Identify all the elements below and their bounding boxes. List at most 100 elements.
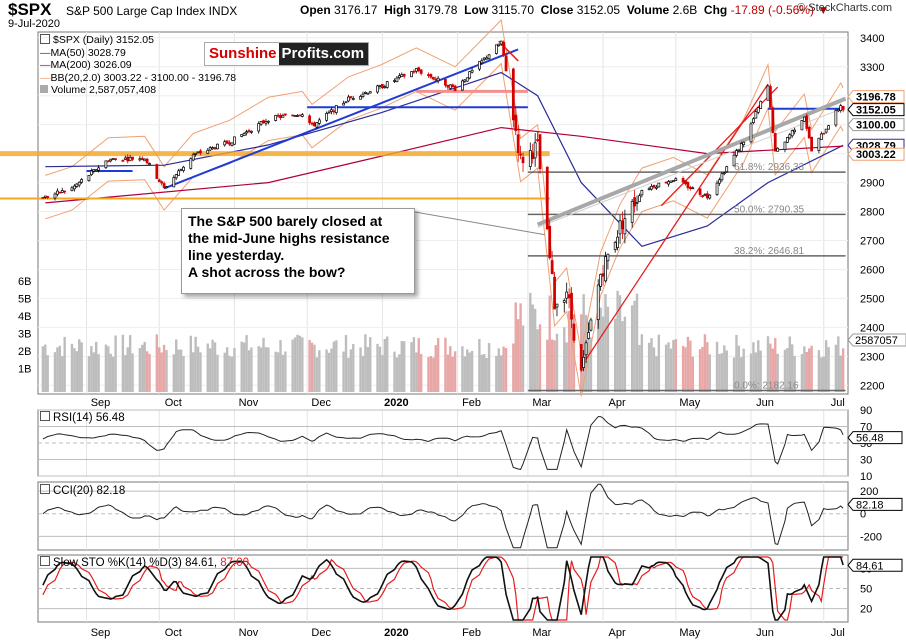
candle-body (633, 197, 636, 207)
cci-title: CCI(20) 82.18 (40, 484, 125, 497)
volume-bar (158, 347, 161, 392)
volume-bar (366, 347, 370, 392)
legend-price: $SPX (Daily) 3152.05 (40, 34, 236, 47)
volume-bar (822, 356, 825, 392)
volume-bar (87, 356, 91, 392)
candle-body (708, 194, 712, 199)
candle-body (453, 85, 457, 91)
candle-body (349, 96, 353, 98)
candle-body (274, 115, 278, 121)
cci-tick-label: -200 (860, 531, 882, 543)
candle-body (686, 182, 690, 189)
candle-body (640, 190, 644, 196)
candle-body (160, 181, 164, 184)
low-value: 3115.70 (491, 3, 535, 17)
gray-channel-line-2 (537, 106, 846, 228)
candle-body (140, 157, 144, 161)
candle-body (589, 319, 593, 331)
x-tick-label: 2020 (384, 397, 408, 409)
volume-bar (621, 321, 624, 392)
volume-bar (398, 354, 401, 392)
candle-body (616, 236, 619, 248)
candle-body (587, 332, 590, 339)
candle-body (793, 129, 797, 133)
candle-body (313, 122, 316, 127)
candle-body (841, 105, 845, 111)
volume-bar (606, 306, 610, 392)
volume-bar (810, 345, 813, 392)
candle-body (613, 242, 617, 250)
chg-label: Chg (703, 3, 728, 17)
candle-body (46, 196, 50, 198)
candle-body (242, 133, 246, 136)
candle-body (257, 123, 261, 132)
volume-bar (613, 318, 617, 392)
volume-value: 2.6B (672, 3, 698, 17)
candle-body (276, 114, 280, 117)
candle-body (771, 107, 775, 133)
volume-bar (225, 347, 229, 392)
candle-body (652, 184, 656, 188)
candle-body (211, 147, 214, 150)
candle-body (97, 167, 101, 171)
candle-body (228, 142, 231, 145)
candle-body (606, 253, 610, 262)
volume-bar (800, 354, 804, 392)
sto-legend-icon (40, 556, 50, 566)
cci-legend-icon (40, 484, 50, 494)
volume-bar (315, 357, 319, 392)
candle-body (366, 92, 370, 95)
volume-bar (383, 338, 386, 392)
candle-body (630, 201, 634, 223)
candle-body (410, 71, 413, 78)
volume-bar (808, 348, 811, 392)
volume-bar (468, 352, 471, 392)
volume-bar (555, 333, 559, 392)
candle-body (810, 136, 813, 152)
candle-body (334, 105, 338, 113)
volume-bar (432, 357, 435, 392)
candle-body (131, 156, 134, 160)
volume-bar (335, 340, 338, 392)
candle-body (148, 163, 151, 165)
volume-bar (46, 355, 49, 392)
candle-body (718, 179, 721, 184)
fib-level-label: 0.0%: 2182.16 (734, 380, 799, 391)
candle-body (308, 115, 311, 124)
open-label: Open (300, 3, 331, 17)
volume-bar (415, 352, 418, 392)
candle-body (463, 79, 467, 82)
stockcharts-brand[interactable]: © StockCharts.com (797, 2, 892, 14)
volume-bar (735, 334, 738, 392)
volume-bar (497, 348, 500, 392)
volume-bar (718, 353, 721, 392)
volume-bar (483, 354, 486, 392)
volume-bar (597, 294, 600, 392)
candle-body (451, 84, 455, 88)
x-tick-label: Sep (91, 397, 111, 409)
candle-body (604, 256, 607, 282)
candle-body (446, 84, 450, 88)
x-tick-label: Jul (831, 627, 845, 639)
candle-body (332, 110, 336, 113)
volume-tick-label: 5B (18, 294, 31, 306)
y-tick-label: 3300 (860, 62, 884, 74)
volume-bar (213, 342, 217, 392)
candle-body (720, 173, 724, 181)
candle-body (325, 113, 328, 121)
legend-volume-text: Volume 2,587,057,408 (51, 84, 157, 96)
volume-bar (453, 351, 457, 392)
candle-body (647, 188, 651, 191)
candle-body (545, 166, 549, 230)
sto-tick-label: 50 (860, 584, 872, 596)
chart-header: $SPX S&P 500 Large Cap Index INDX 9-Jul-… (0, 0, 906, 30)
candle-body (177, 170, 181, 176)
candle-body (497, 43, 501, 46)
volume-bar (703, 334, 707, 392)
candle-body (516, 134, 520, 154)
candle-body (827, 125, 830, 130)
volume-bar (264, 347, 268, 392)
volume-bar (519, 303, 522, 392)
volume-bar (250, 347, 253, 392)
volume-bar (841, 348, 845, 392)
